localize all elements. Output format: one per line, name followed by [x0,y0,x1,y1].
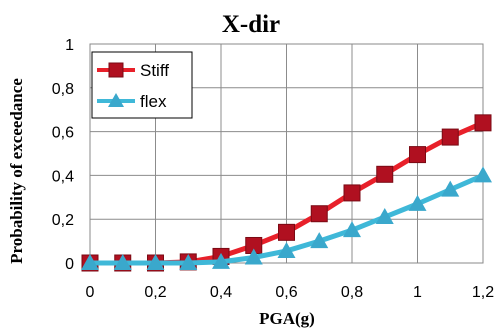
data-point-stiff [278,223,295,241]
x-axis-label: PGA(g) [259,309,315,328]
data-point-flex [81,254,99,270]
x-tick-label: 1 [413,284,422,301]
series-layer [81,114,492,272]
y-tick-labels: 0 0,2 0,4 0,6 0,8 1 [52,37,74,273]
y-tick-label: 0,2 [52,212,74,229]
data-point-flex [441,180,460,197]
data-point-stiff [474,114,492,132]
y-tick-label: 1 [65,37,74,54]
legend-marker-stiff [108,62,124,78]
data-point-flex [474,166,492,183]
data-point-flex [113,254,132,270]
y-tick-label: 0 [65,256,74,273]
data-point-stiff [343,184,361,202]
data-point-flex [212,252,230,269]
data-point-stiff [310,205,328,223]
legend-label-stiff: Stiff [140,61,169,80]
data-point-stiff [376,165,394,183]
data-point-flex [310,232,329,249]
legend: Stiff flex [91,51,193,119]
x-tick-label: 0,4 [210,284,232,301]
data-point-stiff [441,128,459,146]
legend-label-flex: flex [140,92,167,111]
x-tick-labels: 0 0,2 0,4 0,6 0,8 1 1,2 [86,284,495,301]
y-axis-label: Probability of exceedance [7,78,26,264]
x-tick-label: 0,6 [275,284,297,301]
legend-marker-flex [108,93,124,107]
data-point-flex [277,241,296,258]
data-point-stiff [409,146,426,164]
data-point-flex [343,221,361,238]
x-tick-label: 0 [86,284,95,301]
data-point-flex [408,194,427,211]
data-point-flex [146,254,165,270]
x-tick-label: 1,2 [472,284,494,301]
y-tick-label: 0,4 [52,168,74,185]
data-point-flex [179,254,198,270]
plot-border [89,43,484,264]
data-point-flex [244,248,263,265]
chart-title: X-dir [222,11,280,38]
x-tick-label: 0,2 [144,284,166,301]
y-tick-label: 0,6 [52,125,74,142]
y-tick-label: 0,8 [52,81,74,98]
data-point-flex [375,208,394,225]
x-tick-label: 0,8 [341,284,363,301]
